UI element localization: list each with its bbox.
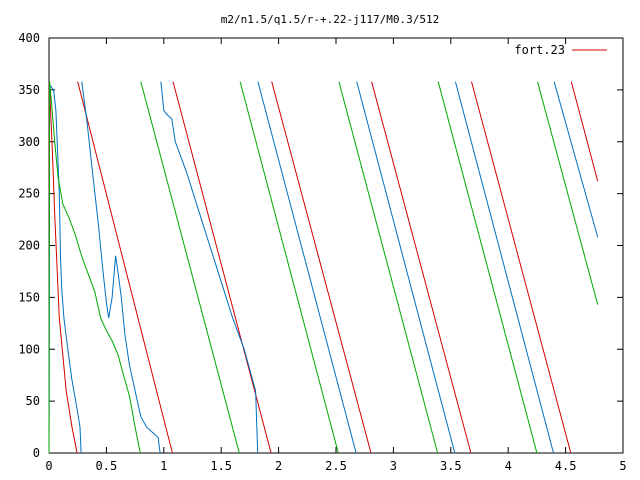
x-tick-label: 4.5 [555, 459, 577, 473]
series-line [160, 81, 259, 454]
series-line [172, 81, 272, 454]
x-tick-label: 1.5 [210, 459, 232, 473]
x-tick-label: 2.5 [325, 459, 347, 473]
chart-title: m2/n1.5/q1.5/r-+.22-j117/M0.3/512 [221, 13, 440, 26]
series-line [454, 81, 554, 454]
y-tick-label: 100 [18, 342, 40, 356]
y-tick-label: 400 [18, 31, 40, 45]
series-line [140, 81, 240, 454]
series-line [570, 81, 599, 182]
series-line [48, 83, 82, 454]
series-line [371, 81, 472, 454]
x-tick-label: 4 [505, 459, 512, 473]
series-line [338, 81, 439, 454]
x-tick-label: 2 [275, 459, 282, 473]
x-tick-label: 0.5 [96, 459, 118, 473]
y-tick-label: 200 [18, 239, 40, 253]
x-tick-label: 1 [160, 459, 167, 473]
y-tick-label: 50 [26, 394, 40, 408]
x-tick-label: 0 [45, 459, 52, 473]
x-tick-label: 3.5 [440, 459, 462, 473]
legend-label: fort.23 [514, 43, 565, 57]
series-0 [48, 81, 599, 454]
series-line [48, 81, 78, 454]
axes: 0 0.5 1 1.5 2 2.5 3 3.5 4 4.5 50501001502002503003… [18, 31, 626, 473]
series-line [257, 81, 357, 454]
series-line [48, 81, 141, 454]
series-line [271, 81, 372, 454]
series-line [77, 81, 173, 454]
series-line [553, 81, 599, 238]
series-layer [48, 81, 599, 454]
y-tick-label: 0 [33, 446, 40, 460]
series-line [437, 81, 538, 454]
series-2 [48, 81, 599, 454]
series-line [81, 81, 161, 454]
y-tick-label: 150 [18, 290, 40, 304]
series-line [356, 81, 456, 454]
y-tick-label: 250 [18, 187, 40, 201]
y-tick-label: 350 [18, 83, 40, 97]
legend: fort.23 [514, 43, 607, 57]
series-line [239, 81, 339, 454]
series-line [537, 81, 599, 305]
x-tick-label: 3 [390, 459, 397, 473]
series-1 [48, 81, 599, 454]
x-tick-label: 5 [619, 459, 626, 473]
series-line [471, 81, 572, 454]
y-tick-label: 300 [18, 135, 40, 149]
